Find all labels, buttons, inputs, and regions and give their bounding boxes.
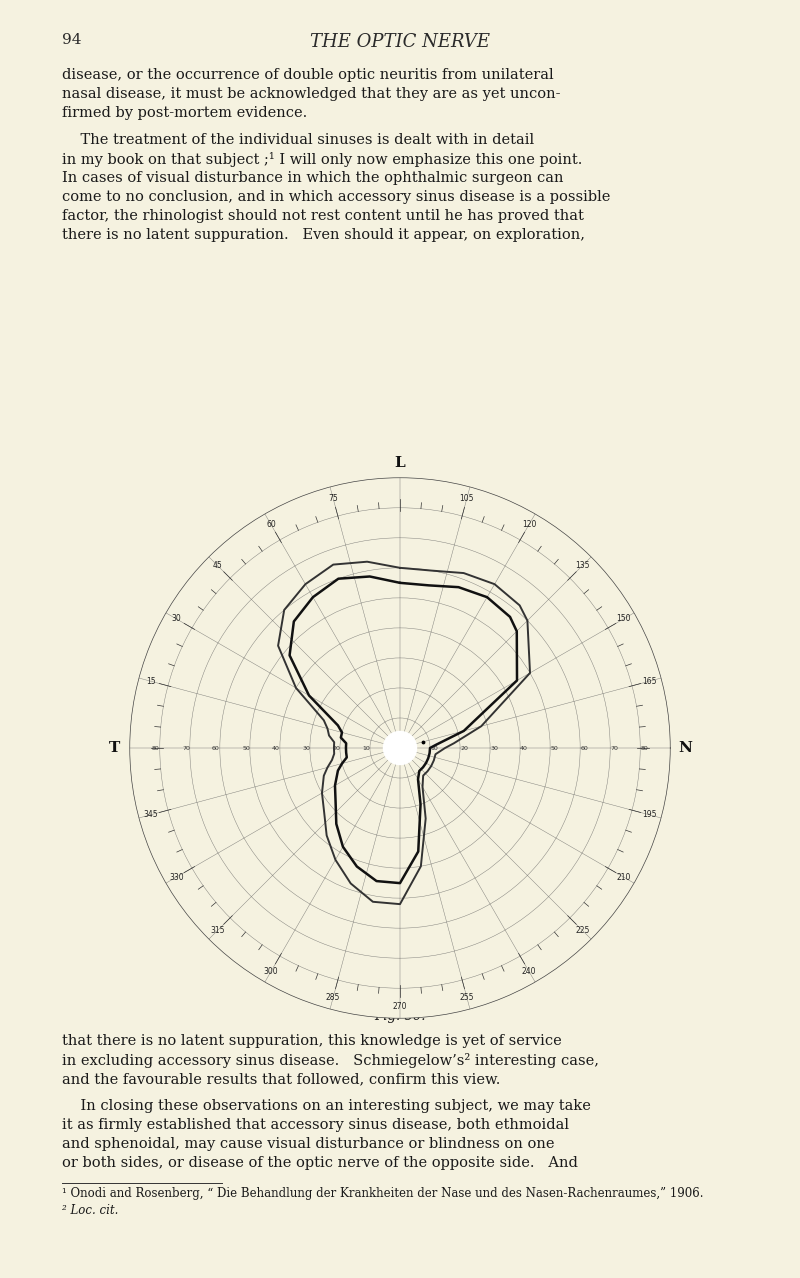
- Text: 94: 94: [62, 33, 82, 47]
- Text: 10: 10: [362, 745, 370, 750]
- Text: In cases of visual disturbance in which the ophthalmic surgeon can: In cases of visual disturbance in which …: [62, 171, 563, 185]
- Text: 300: 300: [263, 967, 278, 976]
- Text: in excluding accessory sinus disease.   Schmiegelow’s² interesting case,: in excluding accessory sinus disease. Sc…: [62, 1053, 599, 1068]
- Text: ² Loc. cit.: ² Loc. cit.: [62, 1204, 118, 1218]
- Text: 40: 40: [520, 745, 528, 750]
- Text: 10: 10: [430, 745, 438, 750]
- Text: N: N: [678, 741, 692, 755]
- Text: Fig. 50.: Fig. 50.: [374, 1010, 426, 1022]
- Text: In closing these observations on an interesting subject, we may take: In closing these observations on an inte…: [62, 1099, 591, 1113]
- Text: 60: 60: [266, 520, 276, 529]
- Text: 15: 15: [146, 676, 155, 686]
- Text: 270: 270: [393, 1002, 407, 1011]
- Text: nasal disease, it must be acknowledged that they are as yet uncon-: nasal disease, it must be acknowledged t…: [62, 87, 561, 101]
- Text: 50: 50: [242, 745, 250, 750]
- Text: in my book on that subject ;¹ I will only now emphasize this one point.: in my book on that subject ;¹ I will onl…: [62, 152, 582, 167]
- Text: factor, the rhinologist should not rest content until he has proved that: factor, the rhinologist should not rest …: [62, 210, 584, 222]
- Text: 80: 80: [152, 745, 160, 750]
- Text: 345: 345: [143, 810, 158, 819]
- Text: 80: 80: [640, 745, 648, 750]
- Text: 105: 105: [459, 495, 474, 504]
- Text: 70: 70: [610, 745, 618, 750]
- Text: 45: 45: [213, 561, 222, 570]
- Text: 150: 150: [616, 615, 631, 624]
- Text: 30: 30: [171, 615, 182, 624]
- Text: 30: 30: [490, 745, 498, 750]
- Text: 50: 50: [550, 745, 558, 750]
- Text: The treatment of the individual sinuses is dealt with in detail: The treatment of the individual sinuses …: [62, 133, 534, 147]
- Text: 120: 120: [522, 520, 536, 529]
- Text: 135: 135: [575, 561, 590, 570]
- Text: disease, or the occurrence of double optic neuritis from unilateral: disease, or the occurrence of double opt…: [62, 68, 554, 82]
- Text: come to no conclusion, and in which accessory sinus disease is a possible: come to no conclusion, and in which acce…: [62, 190, 610, 204]
- Text: and sphenoidal, may cause visual disturbance or blindness on one: and sphenoidal, may cause visual disturb…: [62, 1137, 554, 1151]
- Text: 30: 30: [302, 745, 310, 750]
- Text: 165: 165: [642, 676, 657, 686]
- Text: and the favourable results that followed, confirm this view.: and the favourable results that followed…: [62, 1072, 500, 1086]
- Text: 225: 225: [575, 927, 590, 935]
- Text: 255: 255: [459, 993, 474, 1002]
- Text: 285: 285: [326, 993, 340, 1002]
- Text: firmed by post-mortem evidence.: firmed by post-mortem evidence.: [62, 106, 307, 120]
- Text: there is no latent suppuration.   Even should it appear, on exploration,: there is no latent suppuration. Even sho…: [62, 227, 585, 242]
- Text: 60: 60: [212, 745, 220, 750]
- Text: 210: 210: [617, 873, 631, 882]
- Text: or both sides, or disease of the optic nerve of the opposite side.   And: or both sides, or disease of the optic n…: [62, 1157, 578, 1169]
- Text: 20: 20: [460, 745, 468, 750]
- Text: 195: 195: [642, 810, 657, 819]
- Text: L: L: [394, 456, 406, 470]
- Polygon shape: [383, 731, 417, 764]
- Text: 240: 240: [522, 967, 536, 976]
- Text: 20: 20: [332, 745, 340, 750]
- Text: that there is no latent suppuration, this knowledge is yet of service: that there is no latent suppuration, thi…: [62, 1034, 562, 1048]
- Text: 315: 315: [210, 927, 225, 935]
- Text: 70: 70: [182, 745, 190, 750]
- Text: 60: 60: [580, 745, 588, 750]
- Text: it as firmly established that accessory sinus disease, both ethmoidal: it as firmly established that accessory …: [62, 1118, 569, 1132]
- Text: 330: 330: [169, 873, 184, 882]
- Text: T: T: [109, 741, 120, 755]
- Text: 75: 75: [328, 495, 338, 504]
- Text: THE OPTIC NERVE: THE OPTIC NERVE: [310, 33, 490, 51]
- Text: ¹ Onodi and Rosenberg, “ Die Behandlung der Krankheiten der Nase und des Nasen-R: ¹ Onodi and Rosenberg, “ Die Behandlung …: [62, 1187, 703, 1200]
- Text: 40: 40: [272, 745, 280, 750]
